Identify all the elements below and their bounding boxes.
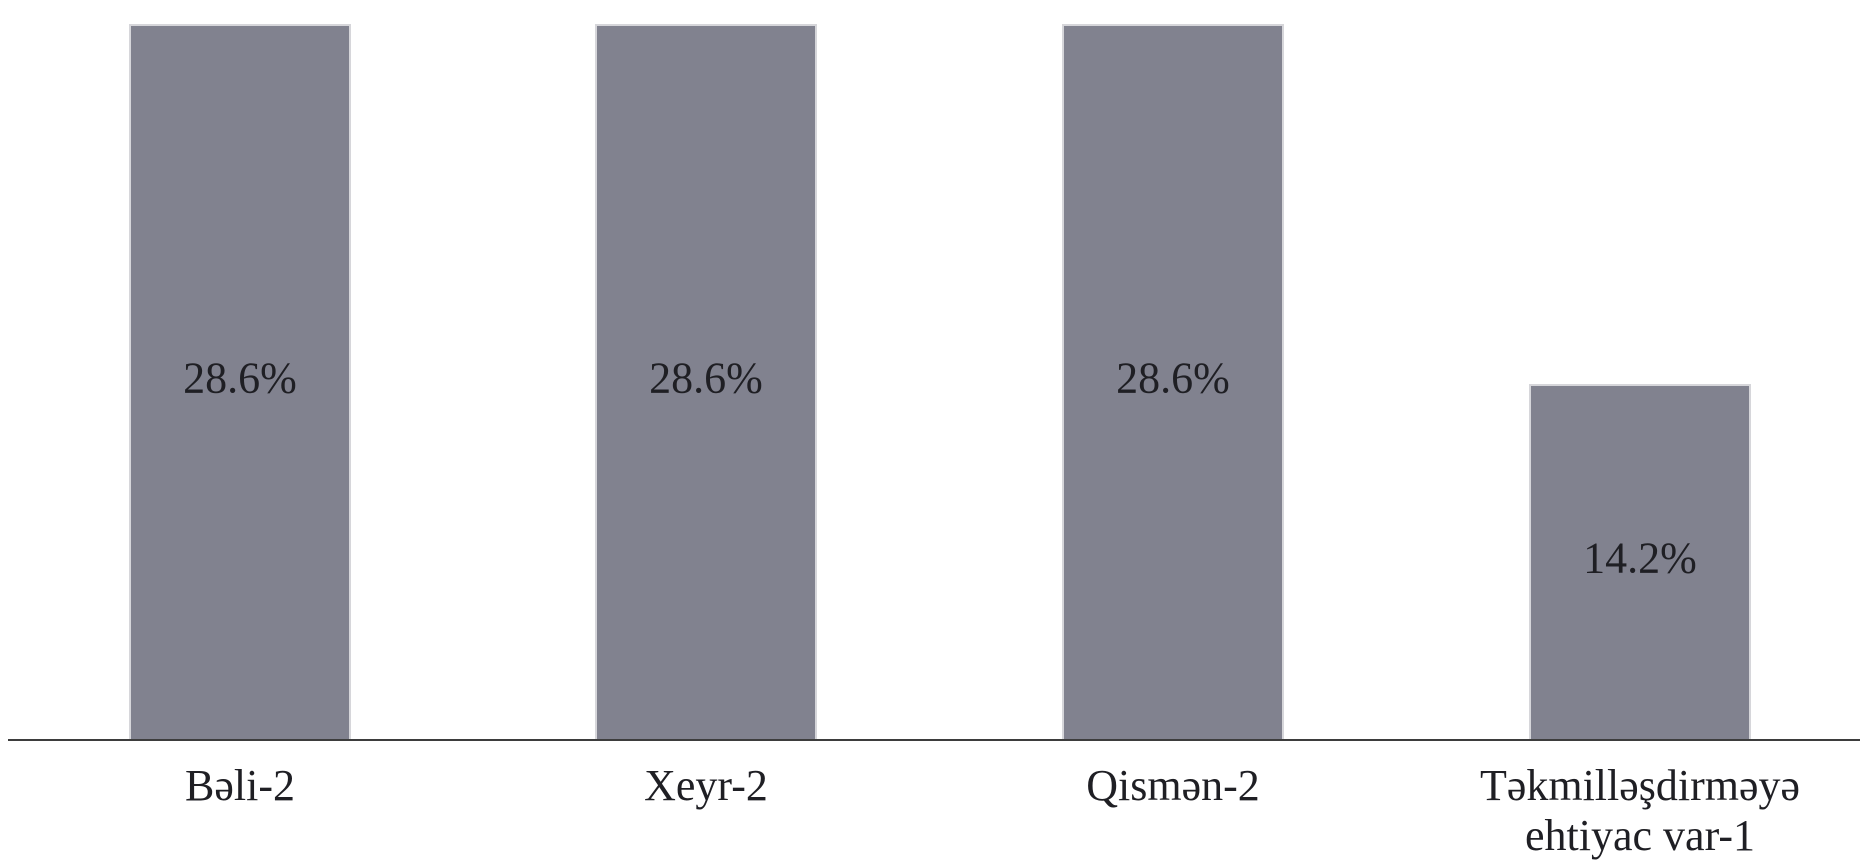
x-tick-label-1: Bəli-2 [185, 761, 295, 810]
x-tick-labels-layer: Bəli-2 Xeyr-2 Qismən-2 Təkmilləşdirməyə ehti… [185, 761, 1800, 860]
x-tick-label-line: Təkmilləşdirməyə [1480, 761, 1800, 810]
x-tick-label-line: Qismən-2 [1086, 761, 1260, 810]
data-label-1: 28.6% [183, 354, 297, 403]
bars-layer [129, 24, 1751, 741]
x-tick-label-4: Təkmilləşdirməyə ehtiyac var-1 [1480, 761, 1800, 860]
bar-2 [595, 24, 817, 741]
x-tick-label-2: Xeyr-2 [644, 761, 768, 810]
data-label-2: 28.6% [649, 354, 763, 403]
x-tick-label-3: Qismən-2 [1086, 761, 1260, 810]
data-label-3: 28.6% [1116, 354, 1230, 403]
bar-3 [1062, 24, 1284, 741]
data-labels-layer: 28.6% 28.6% 28.6% 14.2% [183, 354, 1697, 583]
x-tick-label-line: ehtiyac var-1 [1525, 811, 1755, 860]
bar-4 [1529, 384, 1751, 741]
bar-1 [129, 24, 351, 741]
x-tick-label-line: Bəli-2 [185, 761, 295, 810]
x-tick-label-line: Xeyr-2 [644, 761, 768, 810]
data-label-4: 14.2% [1583, 534, 1697, 583]
